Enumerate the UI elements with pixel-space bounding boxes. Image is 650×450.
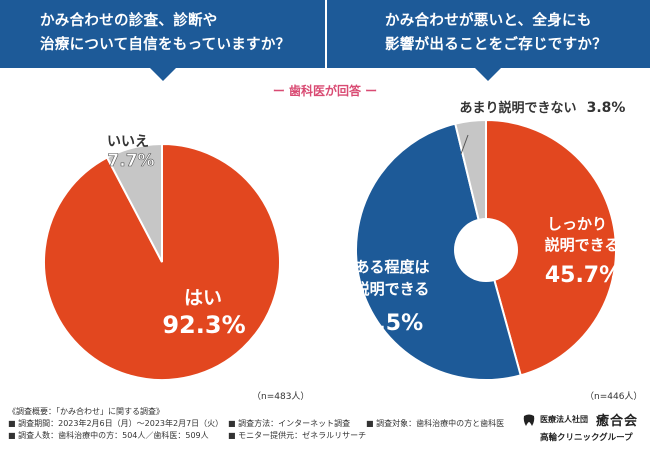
right-question-header: かみ合わせが悪いと、全身にも 影響が出ることをご存じですか？	[325, 0, 650, 81]
slice-value-no: 7.7%	[107, 151, 154, 171]
slice-value-yes: 92.3%	[162, 311, 245, 339]
slice-value-little: 3.8%	[587, 100, 626, 116]
survey-footer: 《調査概要：「かみ合わせ」に関する調査》 ■ 調査期間：2023年2月6日（月）…	[8, 406, 504, 442]
survey-provider: ■ モニター提供元：ゼネラルリサーチ	[228, 431, 367, 440]
pie-slice-confidence-1	[105, 142, 163, 263]
survey-method: ■ 調査方法：インターネット調査	[228, 419, 351, 428]
left-header-pointer	[150, 68, 176, 81]
n-label-left: （n=483人）	[252, 392, 310, 402]
slice-label-clear-1: しっかり	[547, 215, 607, 233]
slice-value-some: 50.5%	[347, 311, 423, 336]
right-question-text: かみ合わせが悪いと、全身にも 影響が出ることをご存じですか？	[385, 9, 642, 57]
slice-label-some-1: ある程度は	[354, 258, 429, 276]
pie-slice-explanation-0	[485, 118, 617, 377]
right-question-line2: 影響が出ることをご存じですか？	[385, 37, 607, 53]
left-question-text: かみ合わせの診査、診断や 治療について自信をもっていますか？	[40, 9, 317, 57]
pie-slice-explanation-2	[454, 118, 487, 251]
slice-label-little: あまり説明できない	[459, 100, 576, 116]
left-question-line1: かみ合わせの診査、診断や	[40, 13, 218, 29]
n-label-right: （n=446人）	[585, 392, 643, 402]
logo-clinic-group: 高輪クリニックグループ	[540, 433, 633, 443]
logo-corp: 医療法人社団	[540, 415, 588, 424]
tooth-logo-icon	[523, 414, 535, 426]
slice-label-no: いいえ	[107, 134, 149, 150]
clinic-logo: 医療法人社団 癒合会 高輪クリニックグループ	[522, 410, 644, 446]
survey-people: ■ 調査人数：歯科治療中の方：504人／歯科医：509人	[8, 431, 209, 440]
survey-overview: 《調査概要：「かみ合わせ」に関する調査》	[8, 407, 164, 416]
donut-hole	[454, 218, 518, 282]
pie-slice-explanation-1	[355, 122, 522, 381]
survey-period: ■ 調査期間：2023年2月6日（月）～2023年2月7日（火）	[8, 419, 224, 428]
right-question-line1: かみ合わせが悪いと、全身にも	[385, 13, 592, 29]
slice-label-yes: はい	[184, 287, 222, 309]
left-question-line2: 治療について自信をもっていますか？	[40, 37, 291, 53]
slice-value-clear: 45.7%	[545, 263, 621, 288]
slice-label-clear-2: 説明できる	[545, 236, 620, 254]
survey-target: ■ 調査対象：歯科治療中の方と歯科医	[366, 419, 505, 428]
left-question-header: かみ合わせの診査、診断や 治療について自信をもっていますか？	[0, 0, 325, 81]
slice-label-some-2: 説明できる	[355, 280, 430, 298]
right-header-pointer	[475, 68, 501, 81]
leader-line	[460, 134, 469, 155]
logo-name: 癒合会	[596, 414, 639, 429]
respondent-caption: ー 歯科医が回答 ー	[272, 84, 378, 98]
